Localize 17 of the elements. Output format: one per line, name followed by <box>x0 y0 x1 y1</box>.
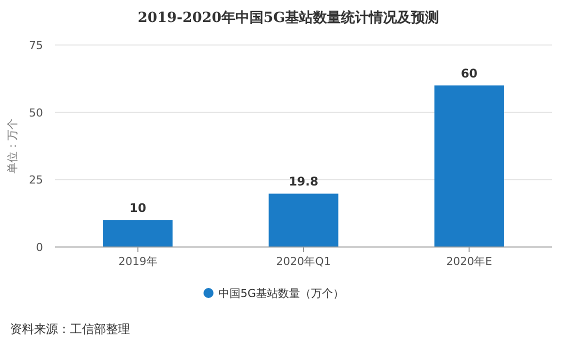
x-tick-label: 2020年E <box>446 255 492 268</box>
bar <box>103 220 173 247</box>
bar <box>434 85 504 247</box>
text: 资料来源：工信部整理 <box>10 322 130 336</box>
x-tick-label: 2019年 <box>118 255 158 268</box>
legend-label: 中国5G基站数量（万个） <box>218 287 344 300</box>
data-label: 10 <box>129 201 146 216</box>
x-tick-label: 2020年Q1 <box>276 255 331 268</box>
chart-title: 2019-2020年中国5G基站数量统计情况及预测 <box>138 9 440 26</box>
data-label: 60 <box>460 66 478 80</box>
y-tick-label: 50 <box>29 106 43 120</box>
bar <box>268 194 338 247</box>
y-axis-title: 单位：万个 <box>6 118 19 174</box>
data-label: 19.8 <box>288 174 318 189</box>
y-tick-label: 25 <box>29 174 43 187</box>
y-tick-label: 75 <box>29 39 43 52</box>
y-tick-label: 0 <box>36 241 43 254</box>
